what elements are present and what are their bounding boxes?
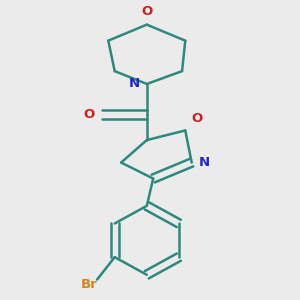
Text: N: N (199, 156, 210, 169)
Text: O: O (192, 112, 203, 125)
Text: Br: Br (81, 278, 98, 291)
Text: O: O (141, 4, 152, 18)
Text: N: N (129, 77, 140, 91)
Text: O: O (84, 108, 95, 121)
